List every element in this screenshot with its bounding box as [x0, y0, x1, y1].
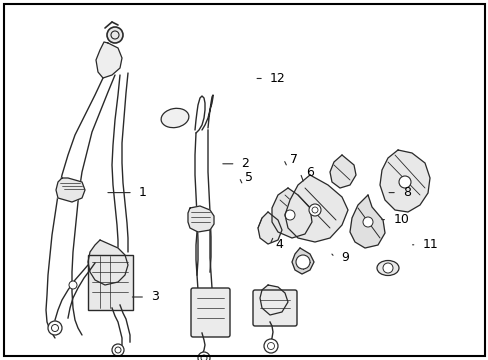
Circle shape [285, 210, 294, 220]
Polygon shape [329, 155, 355, 188]
Circle shape [48, 321, 62, 335]
Text: 2: 2 [241, 157, 249, 170]
Polygon shape [291, 248, 313, 274]
Text: 11: 11 [422, 238, 437, 251]
Text: 6: 6 [305, 166, 313, 179]
FancyBboxPatch shape [252, 290, 296, 326]
Circle shape [69, 281, 77, 289]
Circle shape [308, 204, 320, 216]
FancyBboxPatch shape [191, 288, 229, 337]
FancyBboxPatch shape [88, 255, 133, 310]
Text: 8: 8 [402, 186, 410, 199]
Ellipse shape [161, 108, 188, 128]
Polygon shape [379, 150, 429, 212]
Polygon shape [187, 206, 214, 232]
Polygon shape [271, 188, 311, 238]
Text: 7: 7 [289, 153, 297, 166]
Circle shape [264, 339, 278, 353]
Polygon shape [258, 212, 282, 244]
Circle shape [112, 344, 124, 356]
Polygon shape [96, 42, 122, 78]
Text: 12: 12 [269, 72, 285, 85]
Polygon shape [285, 175, 347, 242]
Circle shape [362, 217, 372, 227]
Text: 9: 9 [340, 251, 348, 264]
Circle shape [107, 27, 123, 43]
Circle shape [295, 255, 309, 269]
Circle shape [398, 176, 410, 188]
Circle shape [382, 263, 392, 273]
Ellipse shape [376, 261, 398, 275]
Text: 5: 5 [244, 171, 252, 184]
Polygon shape [56, 178, 85, 202]
Text: 10: 10 [392, 213, 408, 226]
Polygon shape [260, 285, 287, 315]
Polygon shape [88, 240, 128, 285]
Text: 3: 3 [151, 291, 159, 303]
Circle shape [198, 352, 209, 360]
Text: 4: 4 [275, 238, 283, 251]
Text: 1: 1 [139, 186, 146, 199]
Polygon shape [349, 195, 384, 248]
